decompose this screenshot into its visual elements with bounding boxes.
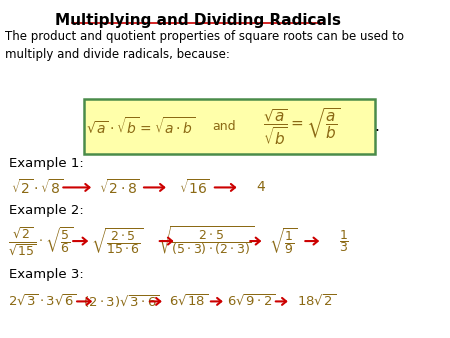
Text: Example 1:: Example 1: [9,158,84,170]
Text: and: and [212,120,235,133]
Text: $\dfrac{1}{3}$: $\dfrac{1}{3}$ [339,228,349,254]
Text: $\sqrt{\dfrac{2 \cdot 5}{15 \cdot 6}}$: $\sqrt{\dfrac{2 \cdot 5}{15 \cdot 6}}$ [91,226,144,256]
Text: $\sqrt{\dfrac{2 \cdot 5}{(5 \cdot 3)\cdot(2 \cdot 3)}}$: $\sqrt{\dfrac{2 \cdot 5}{(5 \cdot 3)\cdo… [158,225,254,257]
Text: Multiplying and Dividing Radicals: Multiplying and Dividing Radicals [55,13,341,28]
Text: $\dfrac{\sqrt{a}}{\sqrt{b}}=\sqrt{\dfrac{a}{b}}$: $\dfrac{\sqrt{a}}{\sqrt{b}}=\sqrt{\dfrac… [263,106,342,147]
Text: $18\sqrt{2}$: $18\sqrt{2}$ [297,294,336,309]
Text: The product and quotient properties of square roots can be used to
multiply and : The product and quotient properties of s… [5,30,404,61]
Text: $\sqrt{\dfrac{1}{9}}$: $\sqrt{\dfrac{1}{9}}$ [269,226,297,256]
FancyBboxPatch shape [84,99,375,154]
Text: $6\sqrt{18}$: $6\sqrt{18}$ [169,294,208,309]
Text: .: . [375,119,380,134]
Text: $\dfrac{\sqrt{2}}{\sqrt{15}}\cdot\sqrt{\dfrac{5}{6}}$: $\dfrac{\sqrt{2}}{\sqrt{15}}\cdot\sqrt{\… [8,225,73,257]
Text: $(2\cdot 3)\sqrt{3\cdot 6}$: $(2\cdot 3)\sqrt{3\cdot 6}$ [83,293,160,310]
Text: $\sqrt{16}$: $\sqrt{16}$ [179,178,210,197]
Text: $\sqrt{a}\cdot\sqrt{b}=\sqrt{a \cdot b}$: $\sqrt{a}\cdot\sqrt{b}=\sqrt{a \cdot b}$ [86,116,196,137]
Text: $2\sqrt{3}\cdot 3\sqrt{6}$: $2\sqrt{3}\cdot 3\sqrt{6}$ [9,294,77,309]
Text: Example 3:: Example 3: [9,268,84,281]
Text: $6\sqrt{9\cdot 2}$: $6\sqrt{9\cdot 2}$ [227,294,275,309]
Text: $\sqrt{2}\cdot\sqrt{8}$: $\sqrt{2}\cdot\sqrt{8}$ [11,178,63,197]
Text: $\sqrt{2 \cdot 8}$: $\sqrt{2 \cdot 8}$ [99,178,140,197]
Text: Example 2:: Example 2: [9,204,84,217]
Text: $4$: $4$ [256,180,266,194]
